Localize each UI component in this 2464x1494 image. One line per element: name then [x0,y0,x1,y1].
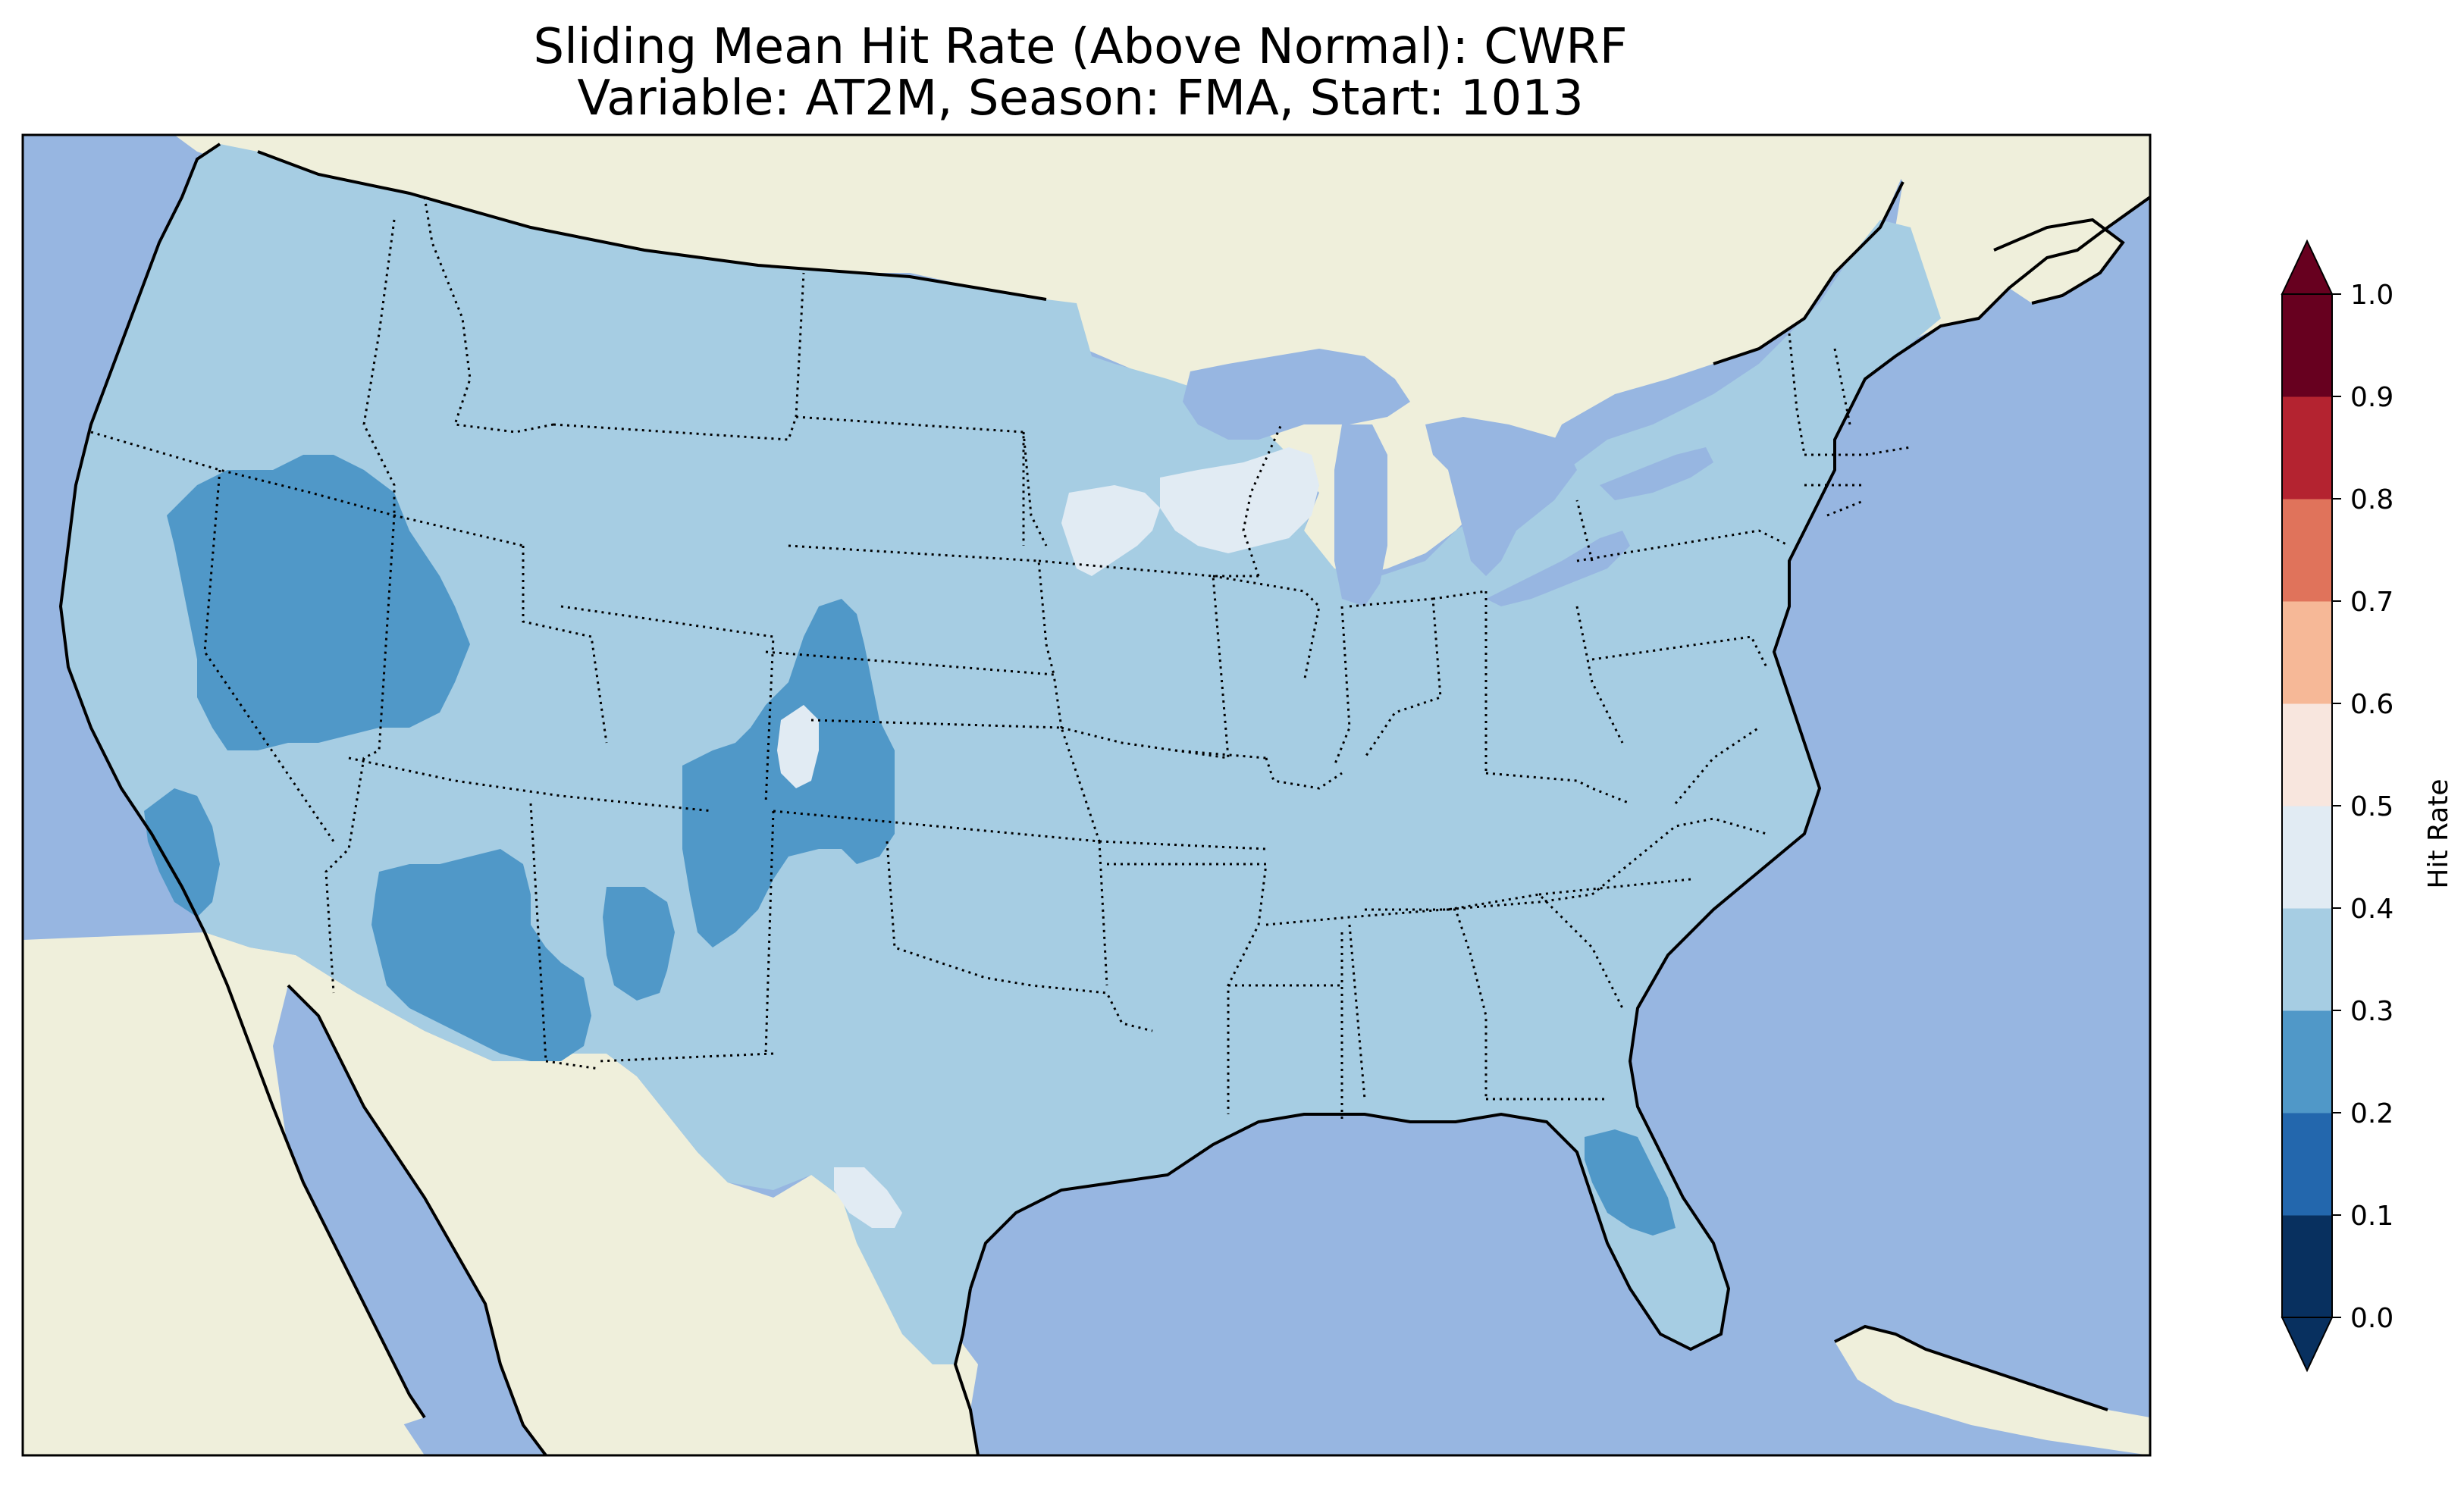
colorbar-label: Hit Rate [2423,778,2454,888]
colorbar-tick-label: 1.0 [2350,280,2393,311]
chart-title-line-1: Sliding Mean Hit Rate (Above Normal): CW… [533,19,1628,75]
colorbar-bin [2282,1113,2332,1216]
hit-rate-pale-colorado [777,705,819,788]
colorbar-extend-min [2281,1317,2334,1373]
colorbar-tick-label: 0.4 [2350,894,2393,925]
colorbar-extend-max [2281,239,2334,295]
colorbar-bin [2282,806,2332,909]
cuba-land [1835,1326,2150,1455]
colorbar-tick-label: 0.2 [2350,1098,2393,1129]
hit-rate-dark-west [167,455,470,750]
chart-title-line-2: Variable: AT2M, Season: FMA, Start: 1013 [577,70,1584,127]
colorbar-bin [2282,499,2332,602]
colorbar: 0.0 0.1 0.2 0.3 0.4 0.5 0.6 0.7 0.8 0.9 1.0 [2281,239,2393,1373]
colorbar-tick-label: 0.8 [2350,484,2393,515]
colorbar-bin [2282,1215,2332,1318]
hit-rate-pale-texas [834,1167,902,1228]
hit-rate-dark-nm [603,887,675,1001]
hit-rate-dark-socal [144,788,220,917]
map-frame [21,133,2152,1457]
colorbar-bin [2282,908,2332,1011]
coastlines [58,143,2150,1455]
colorbar-tick-label: 0.6 [2350,689,2393,720]
hit-rate-pale-minnesota [1061,485,1160,576]
colorbar-tick-label: 0.5 [2350,791,2393,822]
state-boundaries [90,196,1911,1122]
gulf-of-california [273,985,546,1455]
colorbar-bin [2282,601,2332,704]
hit-rate-pale-wisconsin [1160,447,1319,553]
colorbar-tick-label: 0.1 [2350,1201,2393,1232]
lake-erie [1486,531,1630,606]
mexico-land [23,932,978,1455]
lake-superior [1183,349,1410,440]
colorbar-bin [2282,703,2332,807]
colorbar-tick-label: 0.9 [2350,382,2393,413]
colorbar-bin [2282,294,2332,397]
hit-rate-dark-florida [1585,1129,1676,1236]
hit-rate-dark-arizona [371,849,591,1061]
colorbar-tick-label: 0.7 [2350,587,2393,618]
colorbar-tick-label: 0.3 [2350,996,2393,1027]
lake-ontario [1600,447,1713,500]
lake-michigan [1334,424,1387,606]
colorbar-tick-label: 0.0 [2350,1303,2393,1334]
lake-huron [1425,417,1577,576]
colorbar-bin [2282,1010,2332,1113]
colorbar-bin [2282,396,2332,500]
